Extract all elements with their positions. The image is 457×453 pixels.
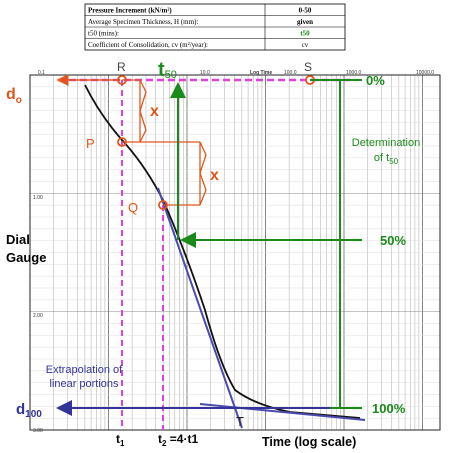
cell: Coefficient of Consolidation, cv (m²/yea…	[88, 41, 208, 49]
y-axis-label: 2.00	[33, 313, 43, 319]
x-axis-label: 0.1	[38, 70, 45, 76]
label: t50	[158, 59, 177, 81]
cell: cv	[302, 41, 309, 49]
label: R	[117, 60, 126, 74]
tangent	[199, 403, 366, 421]
label: 100%	[372, 401, 406, 416]
y-axis-label: 1.00	[33, 195, 43, 201]
label: x	[150, 103, 159, 120]
plot-frame	[29, 74, 441, 431]
label: Q	[128, 200, 138, 215]
label: Time (log scale)	[262, 435, 356, 449]
x-axis-label: 10.0	[200, 70, 210, 76]
label: Determination	[352, 137, 420, 149]
cell: given	[297, 18, 313, 26]
label: Gauge	[6, 250, 46, 265]
label: t1	[116, 432, 125, 448]
label: linear portions	[49, 378, 119, 390]
label: P	[86, 136, 95, 151]
x-axis-label: 10000.0	[416, 70, 434, 76]
label: t2 =4·t1	[158, 432, 198, 448]
log-grid	[29, 75, 440, 430]
data-table: Pressure Increment (kN/m²) 0-50 Average …	[84, 3, 346, 51]
label: of t50	[374, 152, 399, 166]
x-axis-label: 100.0	[284, 70, 297, 76]
points	[117, 75, 315, 210]
cell: Average Specimen Thickness, H (mm):	[88, 18, 198, 26]
label: Extrapolation of	[46, 364, 123, 376]
label: Dial	[6, 232, 30, 247]
curve	[84, 84, 361, 419]
x-axis-label: 1000.0	[346, 70, 362, 76]
brace	[139, 79, 147, 143]
cell: 0-50	[299, 7, 312, 15]
label: d100	[16, 401, 42, 420]
label: 0%	[366, 73, 385, 88]
label: x	[210, 167, 219, 184]
label: T	[236, 414, 244, 429]
y-axis-label: 3.00	[33, 428, 43, 434]
cell: Pressure Increment (kN/m²)	[88, 7, 172, 15]
brace	[199, 141, 207, 206]
axis-title: Log Time	[250, 70, 272, 76]
label: 50%	[380, 233, 406, 248]
label: do	[6, 86, 22, 106]
tangent	[157, 187, 243, 429]
cell: t50	[300, 30, 310, 38]
label: S	[304, 60, 312, 74]
cell: t50 (mins):	[88, 30, 119, 38]
